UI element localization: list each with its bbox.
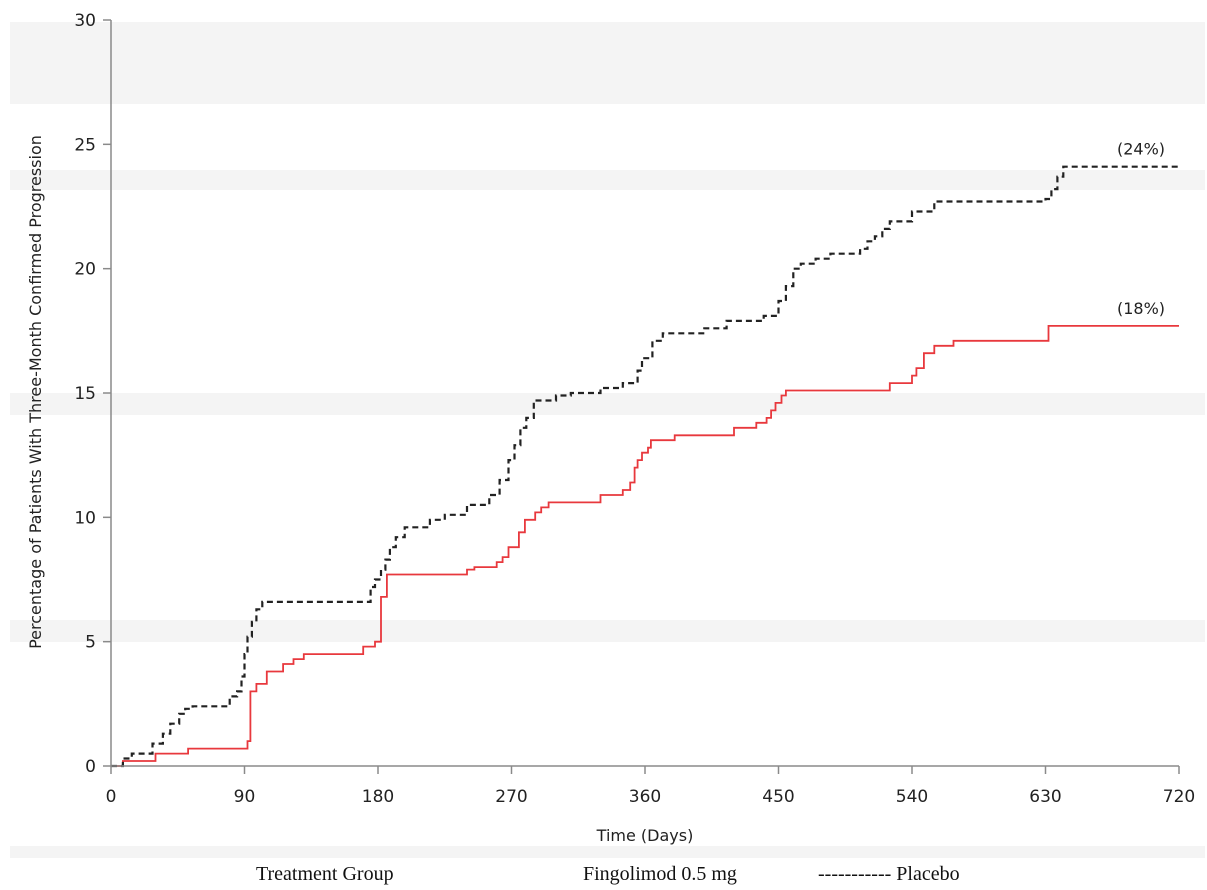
fingolimod-end-label: (18%) — [1117, 299, 1165, 318]
x-tick-label: 0 — [106, 787, 117, 807]
fingolimod-series-line — [111, 325, 1179, 767]
x-axis-title: Time (Days) — [596, 826, 694, 845]
placebo-end-label: (24%) — [1117, 140, 1165, 159]
placebo-series-line — [111, 165, 1179, 768]
x-tick-label: 270 — [495, 787, 527, 807]
y-tick-label: 0 — [85, 757, 96, 777]
y-tick-label: 20 — [74, 260, 96, 280]
background-band — [10, 846, 1205, 858]
x-tick-label: 180 — [362, 787, 394, 807]
background-band — [10, 620, 1205, 642]
x-tick-label: 630 — [1029, 787, 1061, 807]
x-tick-label: 540 — [896, 787, 928, 807]
background-bands — [10, 22, 1205, 858]
background-band — [10, 22, 1205, 104]
background-band — [10, 393, 1205, 415]
legend-title: Treatment Group — [256, 863, 394, 885]
y-axis-ticks: 0 5 10 15 20 25 30 — [74, 11, 111, 777]
y-tick-label: 10 — [74, 508, 96, 528]
y-axis-title: Percentage of Patients With Three-Month … — [26, 135, 45, 649]
legend-entry-fingolimod: Fingolimod 0.5 mg — [583, 863, 737, 885]
legend-entry-placebo: ----------- Placebo — [818, 863, 960, 885]
plot-area: (18%) (24%) — [111, 140, 1179, 768]
x-axis-ticks: 0 90 180 270 360 450 540 630 720 — [106, 766, 1195, 807]
x-tick-label: 450 — [762, 787, 794, 807]
x-tick-label: 360 — [629, 787, 661, 807]
background-band — [10, 170, 1205, 190]
x-tick-label: 720 — [1163, 787, 1195, 807]
x-tick-label: 90 — [234, 787, 256, 807]
y-tick-label: 25 — [74, 135, 96, 155]
y-tick-label: 5 — [85, 633, 96, 653]
y-tick-label: 15 — [74, 384, 96, 404]
y-tick-label: 30 — [74, 11, 96, 31]
